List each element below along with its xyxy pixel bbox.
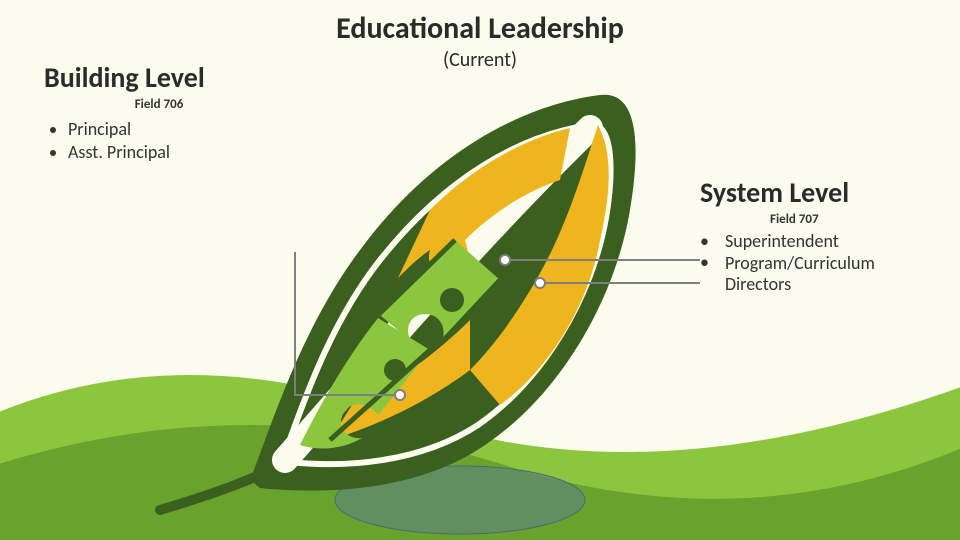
system-level-block: System Level Field 707 •• Superintendent… <box>700 175 940 296</box>
page-title: Educational Leadership <box>0 10 960 47</box>
building-level-field: Field 706 <box>44 97 274 112</box>
building-level-heading: Building Level <box>44 60 274 95</box>
list-item: Program/Curriculum Directors <box>725 252 875 296</box>
system-level-field: Field 707 <box>770 212 940 227</box>
list-item: Asst. Principal <box>68 141 274 164</box>
system-level-list: Superintendent Program/Curriculum Direct… <box>725 231 940 296</box>
slide: Educational Leadership (Current) Buildin… <box>0 0 960 540</box>
bullet-dots: •• <box>700 231 709 272</box>
system-level-heading: System Level <box>700 175 940 210</box>
building-level-list: Principal Asst. Principal <box>52 118 274 165</box>
building-level-block: Building Level Field 706 Principal Asst.… <box>44 60 274 165</box>
list-item: Principal <box>68 118 274 141</box>
list-item: Superintendent <box>725 230 839 252</box>
